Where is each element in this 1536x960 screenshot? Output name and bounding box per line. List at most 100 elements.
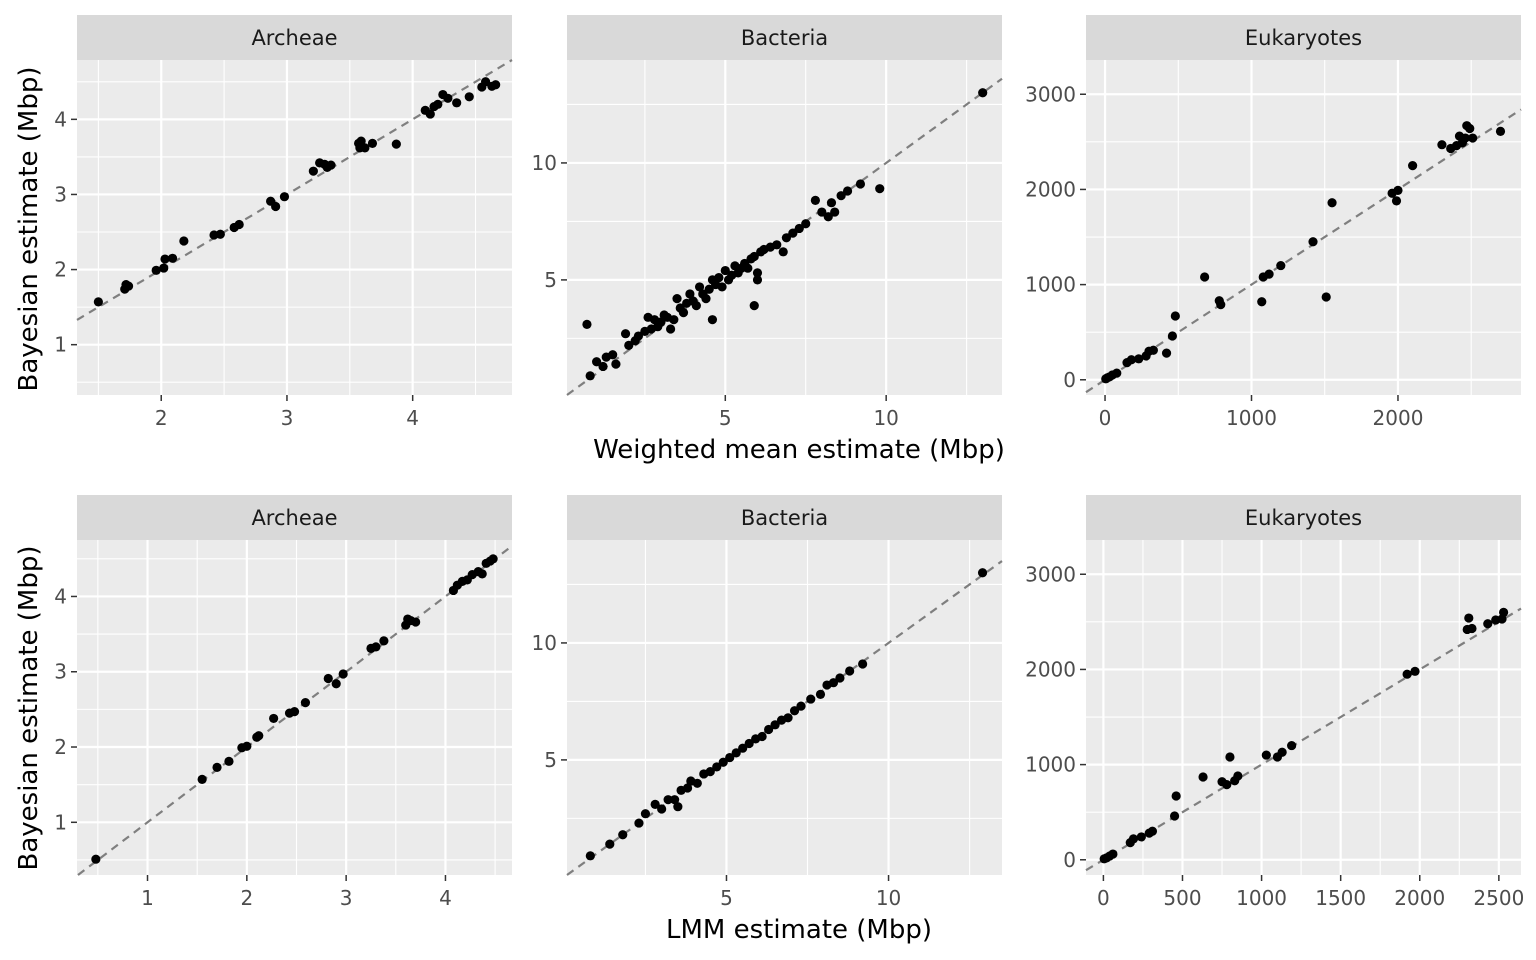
top-row-x-axis-label: Weighted mean estimate (Mbp) [593,435,1005,465]
panel-3-point [1257,297,1267,307]
panel-1-title: Archeae [251,26,337,50]
panel-1-x-tick-label: 3 [281,406,294,430]
panel-1-point [391,139,401,149]
panel-2-point [717,282,727,292]
panel-6-point [1147,826,1158,836]
panel-6-point [1169,811,1180,821]
panel-2-x-tick-label: 10 [873,406,898,430]
panel-1-y-tick-label: 4 [54,107,67,131]
panel-6-x-tick-label: 2500 [1473,886,1524,910]
panel-6-point [1410,666,1420,676]
panel-3-background [1086,60,1521,395]
panel-1-point [179,236,189,246]
panel-2-point [720,265,730,276]
panel-1-point [443,93,453,103]
panel-3-point [1408,161,1418,171]
panel-5-point [738,743,748,753]
panel-3-point [1112,368,1122,378]
bottom-row-y-axis-label: Bayesian estimate (Mbp) [14,546,44,871]
panel-3-reference-line [1085,108,1522,394]
panel-6-point [1402,669,1412,679]
panel-3-point [1468,133,1478,143]
panel-2-point [743,263,753,273]
panel-2-point [598,361,608,372]
panel-6-point [1287,740,1297,751]
panel-5-point [815,689,826,699]
panel-5-point [731,748,741,758]
panel-4-point [338,669,348,679]
panel-3-point [1134,354,1144,364]
panel-6-point [1136,832,1146,842]
panel-1-point [93,297,103,307]
panel-2-point [826,198,837,208]
panel-2-point [620,329,631,339]
panel-1-point [151,265,161,275]
panel-4-x-tick-label: 1 [141,886,154,910]
panel-5-point [789,706,800,716]
panel-2-point [714,272,724,283]
panel-5-point [663,795,673,805]
panel-2-point [794,223,804,234]
panel-3-y-tick-label: 0 [1063,368,1076,392]
panel-2-point [672,294,682,304]
panel-4-point [224,756,234,766]
panel-3-y-tick-label: 3000 [1025,82,1076,106]
panel-1-point [433,99,443,109]
panel-1-point [215,229,225,239]
panel-2-point [592,357,602,367]
panel-5-point [764,724,774,735]
panel-4-point [411,617,421,627]
panel-2-point [582,319,592,329]
panel-1-strip [77,15,512,60]
panel-4-point [242,741,252,751]
panel-4-point [269,713,279,724]
panel-5-point [845,666,855,676]
panel-2-point [694,282,705,292]
panel-5-point [796,701,806,711]
panel-2-y-tick-label: 5 [544,268,557,292]
panel-6-point [1261,750,1271,760]
panel-2-point [656,317,666,327]
panel-5-point [682,783,693,793]
panel-4-y-tick-label: 2 [54,735,67,759]
panel-2-point [608,350,618,360]
panel-4-y-tick-label: 4 [54,584,67,608]
panel-2-point [704,284,714,294]
panel-3-point [1276,260,1286,271]
panel-5-x-tick-label: 10 [876,886,901,910]
panel-6-title: Eukaryotes [1245,506,1362,530]
panel-3-x-tick-label: 2000 [1373,406,1424,430]
panel-5-point [712,762,722,772]
panel-1-x-tick-label: 4 [406,406,419,430]
panel-1-point [464,92,474,102]
panel-5-background [567,540,1002,875]
panel-2-strip [567,15,1002,60]
panel-3-point [1264,269,1274,279]
panel-4-x-tick-label: 4 [439,886,452,910]
panel-5-x-tick-label: 5 [720,886,733,910]
panel-3-point [1161,348,1172,358]
panel-1-point [491,80,501,90]
panel-2-point [772,240,782,250]
panel-6-y-tick-label: 0 [1063,848,1076,872]
panel-6-point [1128,834,1139,844]
panel-3-point [1391,196,1402,206]
panel-3-title: Eukaryotes [1245,26,1362,50]
panel-6-x-tick-label: 500 [1163,886,1201,910]
panel-1-point [308,166,318,176]
panel-6-point [1222,779,1232,790]
panel-2-title: Bacteria [741,26,828,50]
panel-4-point [212,762,222,772]
panel-2-point [801,219,811,229]
panel-2-point [752,275,763,285]
panel-6-point [1225,752,1235,762]
panel-5-point [806,694,816,704]
panel-4-point [323,673,333,684]
panel-6-reference-line [1085,607,1522,872]
panel-1-point [160,254,170,264]
panel-6-x-tick-label: 1000 [1236,886,1287,910]
panel-4-x-tick-label: 3 [340,886,353,910]
panel-1-point [360,143,370,153]
panel-2-point [817,207,827,217]
panel-2-point [678,308,689,318]
